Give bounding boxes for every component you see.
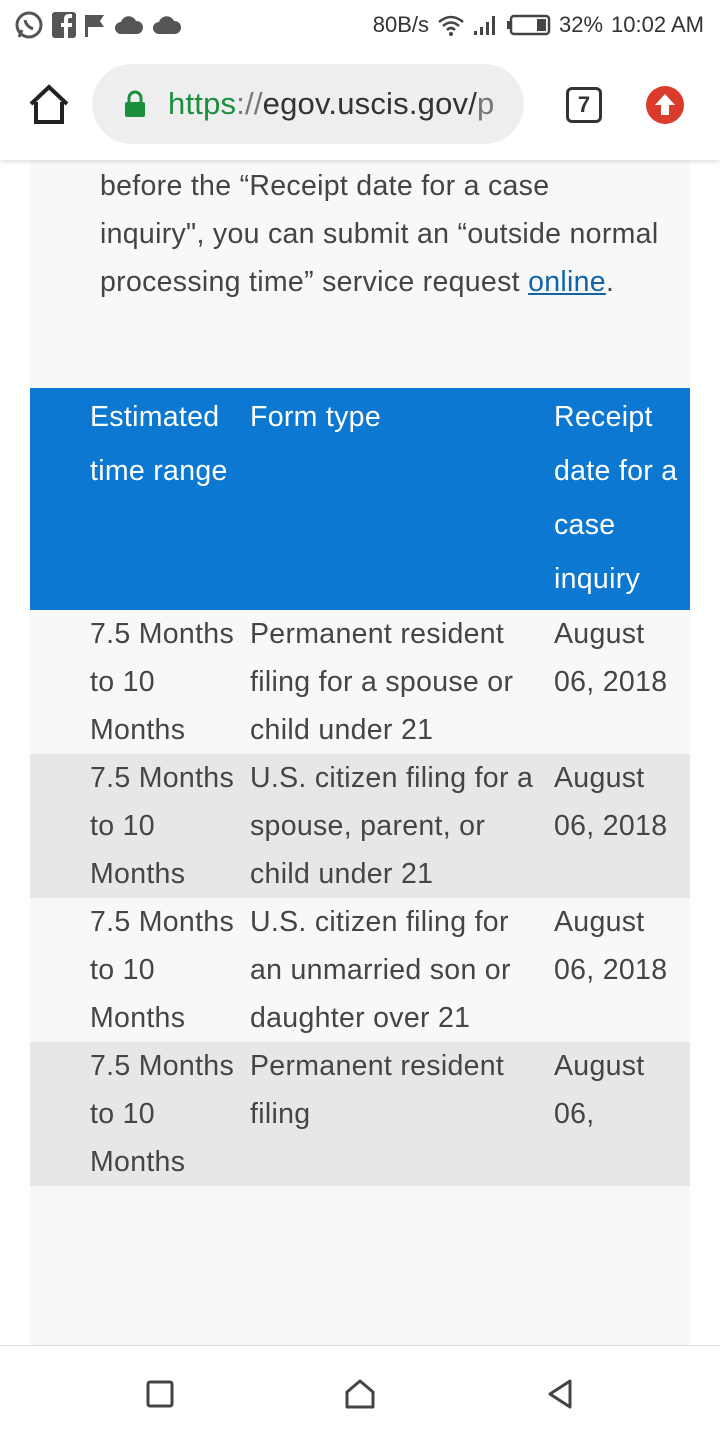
table-row: 7.5 Months to 10 Months Permanent reside… <box>30 610 690 754</box>
battery-icon <box>507 14 551 36</box>
url-text[interactable]: https://egov.uscis.gov/p <box>168 86 495 122</box>
processing-times-table: Estimated time range Form type Receipt d… <box>30 388 690 1186</box>
cell-receipt-date: August 06, <box>554 1042 690 1186</box>
tab-switcher-button[interactable]: 7 <box>566 87 602 123</box>
url-tail: p <box>477 86 495 121</box>
flag-icon <box>85 15 104 37</box>
update-icon[interactable] <box>646 86 684 124</box>
cell-form-type: U.S. citizen filing for a spouse, parent… <box>250 754 554 898</box>
battery-percent: 32% <box>559 12 604 37</box>
header-form-type: Form type <box>250 388 554 610</box>
intro-end: . <box>605 266 615 298</box>
table-row: 7.5 Months to 10 Months Permanent reside… <box>30 1042 690 1186</box>
network-speed: 80B/s <box>372 12 429 37</box>
cell-form-type: Permanent resident filing <box>250 1042 554 1186</box>
cell-receipt-date: August 06, 2018 <box>554 754 690 898</box>
recents-icon[interactable] <box>142 1376 178 1412</box>
intro-text: before the “Receipt date for a case inqu… <box>100 170 659 298</box>
browser-toolbar: https://egov.uscis.gov/p 7 <box>0 50 720 160</box>
wifi-icon <box>438 15 464 36</box>
home-icon[interactable] <box>342 1376 378 1412</box>
home-icon[interactable] <box>26 82 72 128</box>
table-row: 7.5 Months to 10 Months U.S. citizen fil… <box>30 754 690 898</box>
facebook-icon <box>52 12 76 38</box>
address-bar[interactable]: https://egov.uscis.gov/p <box>92 64 524 144</box>
system-status: 80B/s 32% 10:02 AM <box>373 10 704 40</box>
cell-time-range: 7.5 Months to 10 Months <box>30 610 250 754</box>
cloud-icon <box>153 16 182 34</box>
url-scheme: https <box>168 86 237 121</box>
url-host: egov.uscis.gov/ <box>262 86 478 121</box>
cell-form-type: Permanent resident filing for a spouse o… <box>250 610 554 754</box>
whatsapp-icon <box>15 11 43 39</box>
status-bar: 80B/s 32% 10:02 AM <box>0 0 720 50</box>
clock: 10:02 AM <box>611 12 704 37</box>
cell-receipt-date: August 06, 2018 <box>554 610 690 754</box>
header-estimated-time-range: Estimated time range <box>30 388 250 610</box>
cell-receipt-date: August 06, 2018 <box>554 898 690 1042</box>
url-separator: :// <box>236 86 263 121</box>
cell-time-range: 7.5 Months to 10 Months <box>30 898 250 1042</box>
online-link[interactable]: online <box>528 266 606 298</box>
back-icon[interactable] <box>542 1376 578 1412</box>
cell-form-type: U.S. citizen filing for an unmarried son… <box>250 898 554 1042</box>
signal-icon <box>474 16 495 35</box>
page-content: before the “Receipt date for a case inqu… <box>0 160 720 1345</box>
cell-time-range: 7.5 Months to 10 Months <box>30 1042 250 1186</box>
cell-time-range: 7.5 Months to 10 Months <box>30 754 250 898</box>
header-receipt-date: Receipt date for a case inquiry <box>554 388 690 610</box>
lock-icon <box>125 90 145 117</box>
intro-paragraph: before the “Receipt date for a case inqu… <box>100 162 660 306</box>
table-row: 7.5 Months to 10 Months U.S. citizen fil… <box>30 898 690 1042</box>
navigation-bar <box>0 1345 720 1440</box>
table-header-row: Estimated time range Form type Receipt d… <box>30 388 690 610</box>
cloud-icon <box>115 16 144 34</box>
notification-icons <box>14 10 182 40</box>
